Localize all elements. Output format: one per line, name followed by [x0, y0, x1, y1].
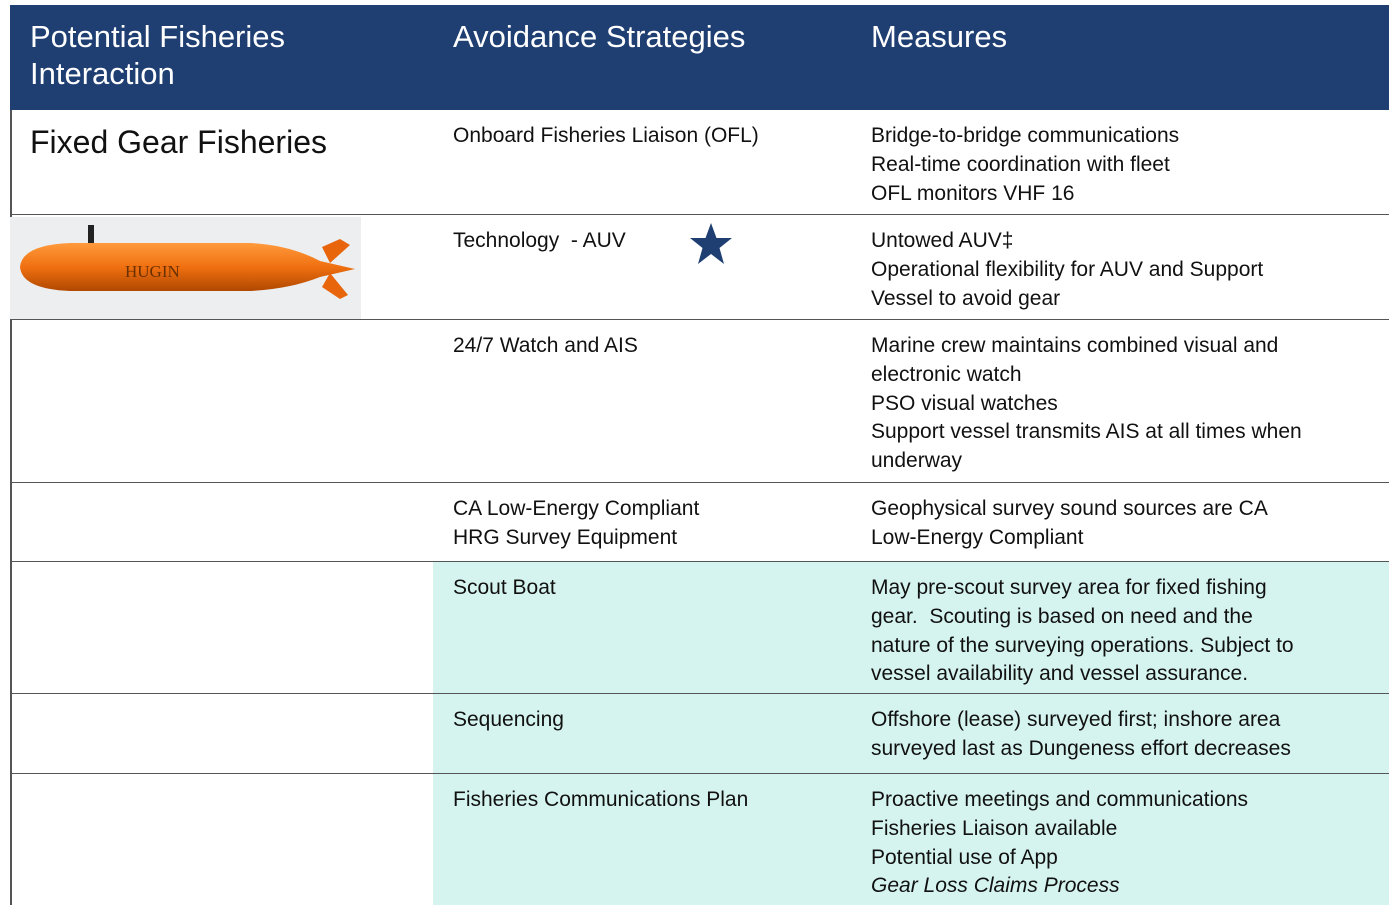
measure-line: surveyed last as Dungeness effort decrea… [871, 736, 1291, 760]
strategy-line: Technology - AUV [453, 229, 626, 252]
strategy-line: Sequencing [453, 708, 564, 731]
header-cell: Potential Fisheries Interaction [30, 19, 286, 91]
table-row [10, 110, 1389, 215]
strategy-cell: Onboard Fisheries Liaison (OFL) [453, 122, 759, 151]
measure-line: Bridge-to-bridge communications [871, 124, 1180, 147]
measure-line: Geophysical survey sound sources are CA [871, 497, 1268, 520]
star [690, 223, 732, 264]
measure-line: nature of the surveying operations. Subj… [871, 633, 1294, 657]
measure-line: May pre-scout survey area for fixed fish… [871, 576, 1267, 599]
measure-line: Vessel to avoid gear [871, 286, 1061, 310]
measure-line: Low-Energy Compliant [871, 525, 1084, 549]
measure-line: Gear Loss Claims Process [871, 874, 1120, 898]
strategy-cell: CA Low-Energy Compliant HRG Survey Equipm… [453, 495, 699, 553]
image-label: HUGIN [125, 262, 180, 281]
header-bar [10, 5, 1389, 110]
measure-line: Proactive meetings and communications [871, 788, 1249, 811]
strategy-cell: Scout Boat [453, 574, 556, 603]
measure-line: electronic watch [871, 362, 1022, 386]
table-row [10, 562, 1389, 694]
measures-cell: Untowed AUV‡ Operational flexibility for … [871, 227, 1263, 313]
highlight [433, 694, 1389, 773]
auv-image: HUGIN [10, 217, 361, 319]
measure-line: Fisheries Liaison available [871, 816, 1118, 840]
measure-line: Real-time coordination with fleet [871, 152, 1170, 176]
header-cell: Measures [871, 19, 1008, 54]
measures-cell: Marine crew maintains combined visual an… [871, 332, 1302, 476]
measure-line: Untowed AUV‡ [871, 229, 1014, 252]
highlight [433, 774, 1389, 905]
measure-line: OFL monitors VHF 16 [871, 181, 1075, 205]
auv-drawing: HUGIN [20, 225, 355, 299]
measure-line: Support vessel transmits AIS at all time… [871, 420, 1302, 444]
measures-cell: Offshore (lease) surveyed first; inshore… [871, 706, 1291, 764]
left-border [10, 5, 12, 905]
measures-cell: May pre-scout survey area for fixed fish… [871, 574, 1294, 689]
strategy-cell: Technology - AUV [453, 227, 626, 256]
table-row [10, 694, 1389, 774]
measure-line: Marine crew maintains combined visual an… [871, 334, 1279, 357]
measure-line: gear. Scouting is based on need and the [871, 604, 1253, 628]
measures-cell: Geophysical survey sound sources are CA L… [871, 495, 1268, 553]
table-row [10, 483, 1389, 562]
highlight [433, 562, 1389, 693]
strategy-cell: 24/7 Watch and AIS [453, 332, 638, 361]
strategy-line: 24/7 Watch and AIS [453, 334, 638, 357]
strategy-cell: Sequencing [453, 706, 564, 735]
measure-line: Offshore (lease) surveyed first; inshore… [871, 708, 1281, 731]
table-row [10, 215, 1389, 320]
strategy-line: Scout Boat [453, 576, 556, 599]
interaction: Fixed Gear Fisheries [30, 124, 327, 160]
strategy-line: Onboard Fisheries Liaison (OFL) [453, 124, 759, 147]
measure-line: PSO visual watches [871, 391, 1058, 415]
strategy-line: Fisheries Communications Plan [453, 788, 749, 811]
header-cell: Avoidance Strategies [453, 19, 746, 54]
measures-cell: Proactive meetings and communications Fis… [871, 786, 1248, 901]
measure-line: underway [871, 449, 963, 473]
strategy-line: HRG Survey Equipment [453, 525, 678, 549]
table-row [10, 320, 1389, 483]
measure-line: Potential use of App [871, 845, 1058, 869]
measure-line: Operational flexibility for AUV and Supp… [871, 257, 1264, 281]
measure-line: vessel availability and vessel assurance… [871, 662, 1249, 686]
strategy-line: CA Low-Energy Compliant [453, 497, 700, 520]
star-icon [688, 221, 734, 267]
strategy-cell: Fisheries Communications Plan [453, 786, 748, 815]
measures-cell: Bridge-to-bridge communications Real-time… [871, 122, 1179, 208]
